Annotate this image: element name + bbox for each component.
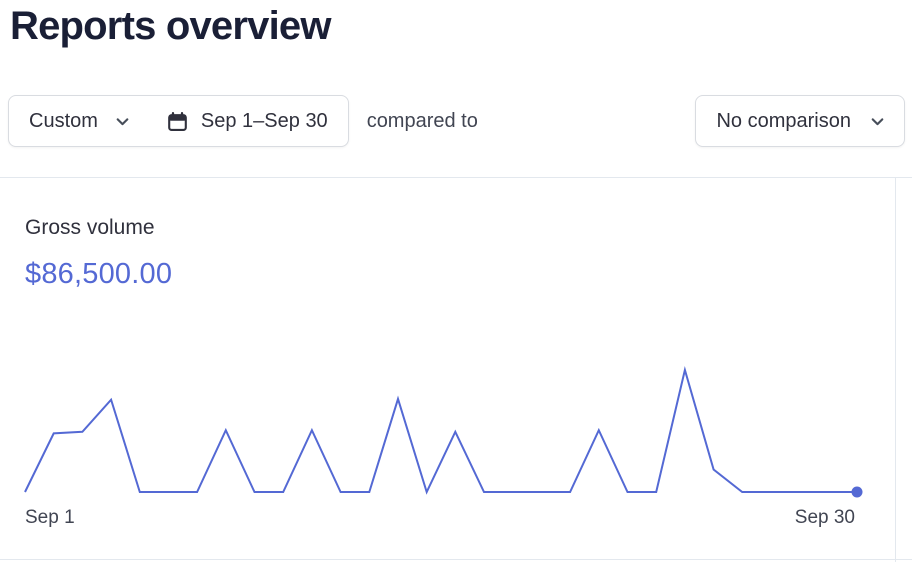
chevron-down-icon: [869, 113, 886, 130]
metric-value: $86,500.00: [25, 258, 173, 290]
date-range-label: Sep 1–Sep 30: [200, 109, 328, 132]
date-range-button[interactable]: Sep 1–Sep 30: [149, 96, 348, 146]
date-filter-group: Custom Sep 1–Sep 30: [8, 95, 349, 147]
range-type-label: Custom: [29, 109, 98, 132]
range-type-dropdown[interactable]: Custom: [9, 96, 149, 146]
header-divider: [0, 177, 912, 178]
chevron-down-icon: [114, 113, 131, 130]
x-axis-end-label: Sep 30: [794, 507, 855, 528]
chart-end-dot: [851, 486, 863, 498]
card-bottom-divider: [0, 559, 912, 560]
card-right-divider: [895, 178, 896, 562]
metric-label: Gross volume: [25, 216, 155, 239]
calendar-icon: [167, 111, 188, 132]
comparison-dropdown[interactable]: No comparison: [695, 95, 905, 147]
x-axis-start-label: Sep 1: [25, 507, 75, 528]
report-controls-row: Custom Sep 1–Sep 30 compared to No compa…: [8, 95, 905, 147]
page-title: Reports overview: [10, 4, 331, 48]
gross-volume-chart: [24, 366, 863, 498]
compared-to-label: compared to: [366, 109, 478, 132]
comparison-label: No comparison: [716, 109, 851, 132]
